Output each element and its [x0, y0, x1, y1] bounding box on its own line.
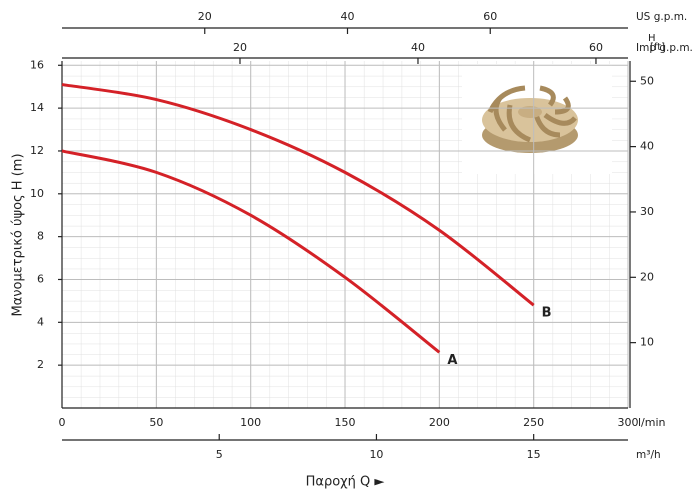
impeller-image — [462, 64, 612, 174]
y2-tick-label: 40 — [640, 140, 654, 153]
secondary-x-tick-label: 60 — [589, 41, 603, 54]
chart: Μανομετρικό ύψος H (m) Παροχή Q ► 2 4 6 8 10… — [0, 0, 698, 490]
curve-label: B — [542, 306, 552, 321]
y-tick-label: 16 — [30, 58, 44, 71]
secondary-x-unit: m³/h — [636, 449, 661, 461]
secondary-x-unit: US g.p.m. — [636, 11, 687, 23]
x-tick-label: 50 — [149, 416, 163, 429]
x-tick-label: 300 — [618, 416, 639, 429]
y2-tick-label: 20 — [640, 270, 654, 283]
secondary-x-tick-label: 10 — [369, 448, 383, 461]
secondary-x-tick-label: 40 — [340, 10, 354, 23]
y-tick-label: 14 — [30, 101, 44, 114]
secondary-x-tick-label: 60 — [483, 10, 497, 23]
secondary-x-tick-label: 20 — [198, 10, 212, 23]
x-axis-title: Παροχή Q ► — [306, 475, 385, 490]
x-tick-label: 150 — [335, 416, 356, 429]
secondary-x-tick-label: 15 — [527, 448, 541, 461]
y2-tick-label: 50 — [640, 74, 654, 87]
y-tick-label: 10 — [30, 187, 44, 200]
y-axis-title: Μανομετρικό ύψος H (m) — [11, 153, 26, 316]
secondary-x-tick-label: 5 — [216, 448, 223, 461]
y2-tick-label: 30 — [640, 205, 654, 218]
y-tick-label: 12 — [30, 144, 44, 157]
secondary-x-unit: Imp g.p.m. — [636, 42, 693, 54]
x-tick-label: 0 — [59, 416, 66, 429]
secondary-x-tick-label: 20 — [233, 41, 247, 54]
y-tick-label: 6 — [37, 272, 44, 285]
y-tick-label: 4 — [37, 315, 44, 328]
x-tick-label: 250 — [523, 416, 544, 429]
y2-tick-label: 10 — [640, 336, 654, 349]
secondary-x-tick-label: 40 — [411, 41, 425, 54]
y-tick-label: 2 — [37, 358, 44, 371]
x-tick-label: 100 — [240, 416, 261, 429]
y-tick-label: 8 — [37, 230, 44, 243]
x-unit: l/min — [638, 416, 666, 429]
x-tick-label: 200 — [429, 416, 450, 429]
curve-label: A — [447, 353, 457, 368]
